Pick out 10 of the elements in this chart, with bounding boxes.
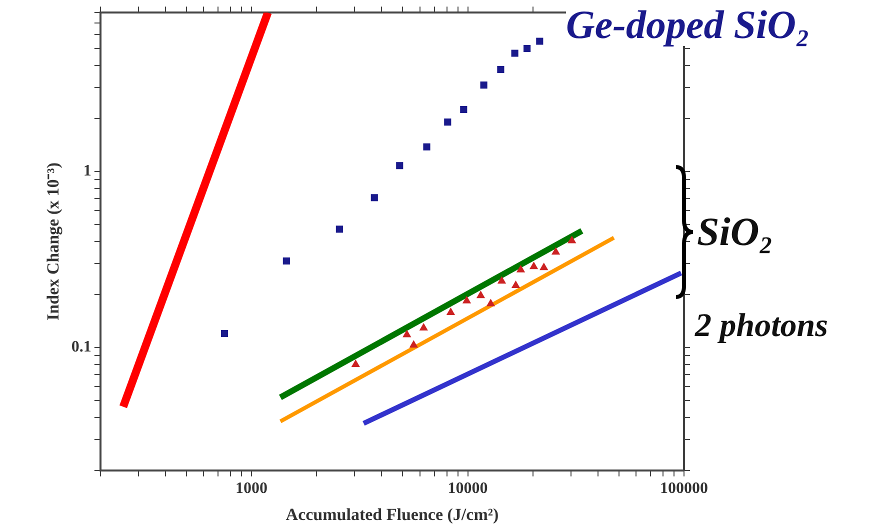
text: 2 photons [695, 308, 828, 345]
y-tick-label: 0.1 [71, 338, 92, 356]
x-axis-title: Accumulated Fluence (J/cm²) [286, 505, 499, 524]
x-tick-label: 10000 [448, 480, 488, 498]
y-tick-label: 1 [83, 162, 92, 180]
x-tick-label: 1000 [236, 480, 268, 498]
y-axis-title: Index Change (x 10⁻³) [44, 162, 63, 320]
series-label: Ge-doped SiO₂ [566, 2, 810, 47]
text: SiO₂ [697, 208, 774, 255]
x-tick-label: 100000 [660, 480, 708, 498]
